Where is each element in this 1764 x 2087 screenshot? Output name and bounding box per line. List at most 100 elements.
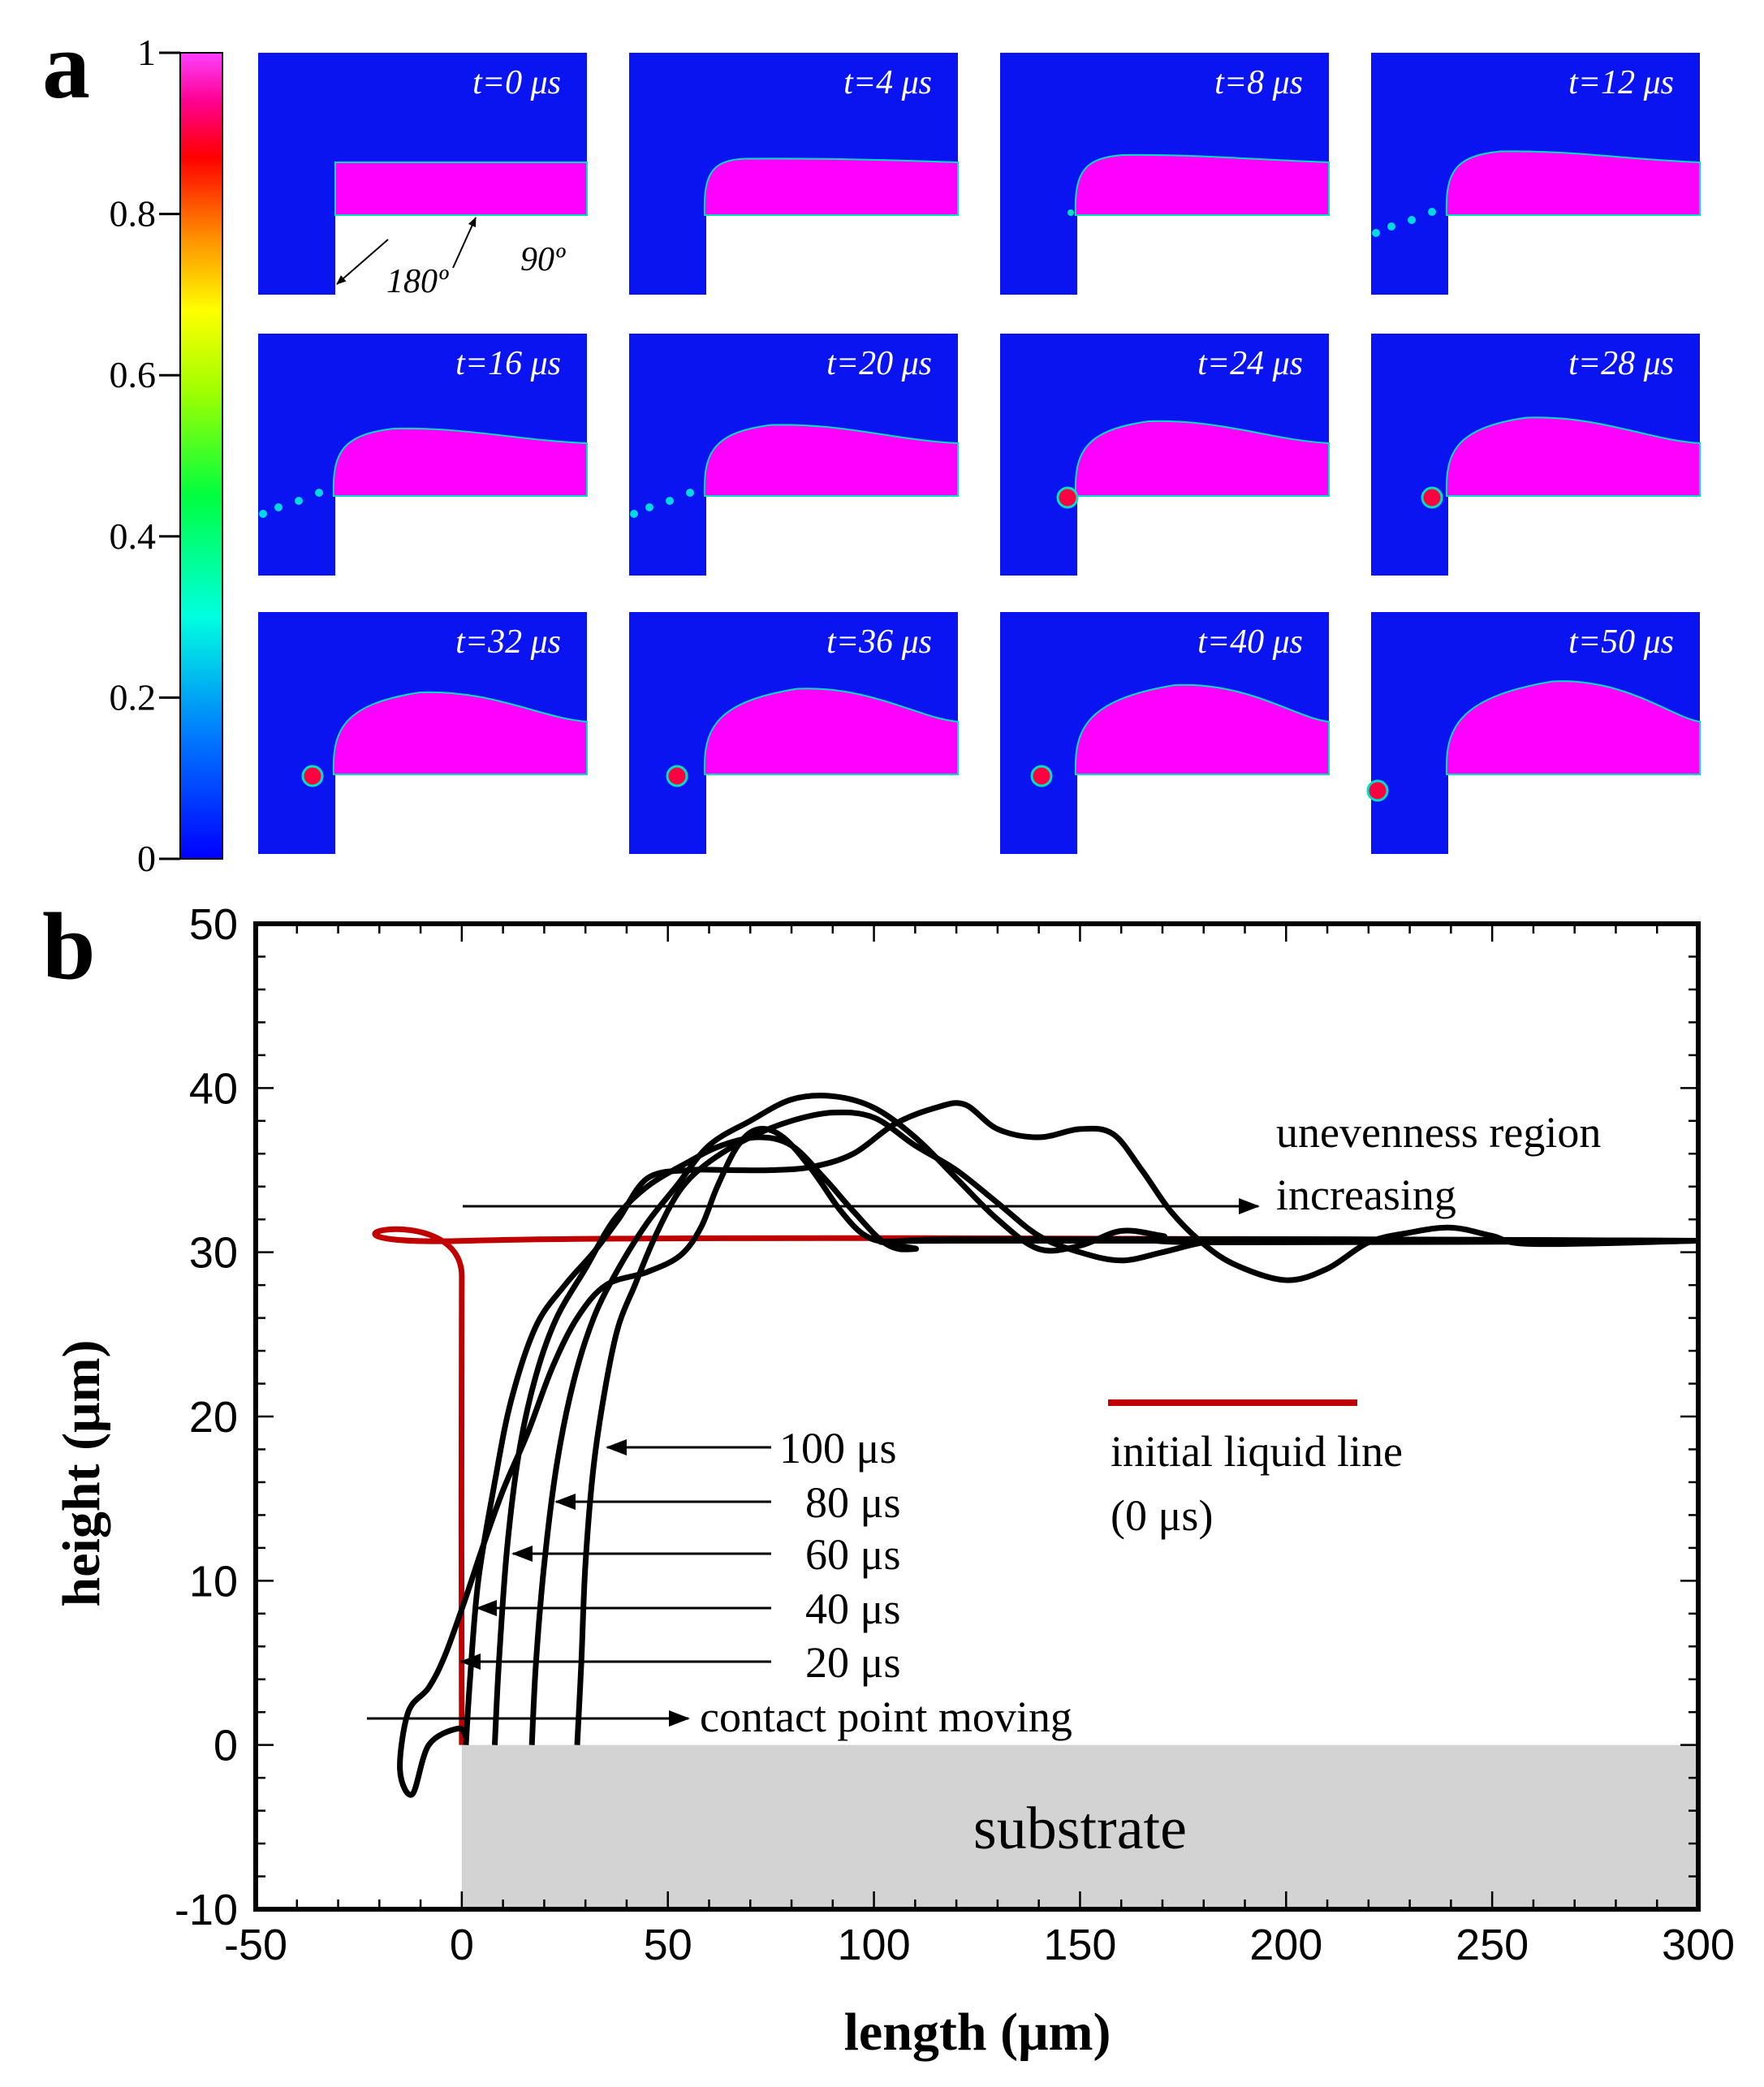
frame-time-label: t=12 μs — [1568, 64, 1674, 101]
frame-time-label: t=16 μs — [455, 345, 561, 382]
liquid-film — [703, 688, 959, 775]
y-tick-label: 20 — [189, 1393, 238, 1442]
x-tick-label: 100 — [838, 1921, 911, 1969]
spray-droplet — [1387, 222, 1395, 231]
colorbar-tick-label: 0.8 — [110, 193, 157, 235]
label-20us: 20 μs — [805, 1638, 900, 1687]
frame-time-label: t=36 μs — [826, 623, 932, 661]
axis-tick-labels: -50 0 50 100 150 200 250 300 -10 0 10 20 30 40 50 — [175, 900, 1735, 1969]
spray-droplet — [645, 503, 653, 511]
sim-frame: t=4 μs — [629, 53, 959, 295]
x-tick-label: 200 — [1249, 1921, 1322, 1969]
axis-ticks — [254, 922, 1700, 1911]
spray-droplet — [274, 503, 282, 511]
ejected-droplet — [1030, 765, 1053, 787]
angle-90-label: 90º — [520, 241, 566, 278]
liquid-film — [1445, 150, 1701, 216]
frame-time-label: t=4 μs — [843, 64, 932, 101]
frame-domain-left — [629, 774, 706, 854]
sim-frame: t=0 μs — [258, 53, 588, 295]
legend-initial-line: initial liquid line (0 μs) — [1108, 1399, 1403, 1540]
frame-time-label: t=8 μs — [1214, 64, 1303, 101]
panel-b-letter: b — [42, 893, 96, 999]
ejected-droplet — [1366, 779, 1389, 802]
y-tick-label: 50 — [189, 900, 238, 949]
colorbar-tick-label: 0.2 — [110, 676, 157, 718]
frame-time-label: t=24 μs — [1197, 345, 1303, 382]
frame-time-label: t=40 μs — [1197, 623, 1303, 661]
spray-droplet — [1372, 229, 1380, 237]
curves — [372, 1093, 1699, 1798]
spray-droplet — [295, 497, 303, 505]
frame-time-label: t=50 μs — [1568, 623, 1674, 661]
angle-90-arrow — [452, 217, 477, 269]
sim-frame: t=12 μs — [1371, 53, 1701, 295]
frame-domain-left — [629, 215, 706, 295]
frame-domain-left — [258, 774, 335, 854]
frame-domain-left — [258, 496, 335, 576]
curve-100-s — [574, 1109, 1699, 1745]
sim-frame: t=36 μs — [629, 612, 959, 854]
colorbar: 1 0.8 0.6 0.4 0.2 0 — [110, 32, 223, 879]
colorbar-ticks: 1 0.8 0.6 0.4 0.2 0 — [110, 32, 180, 879]
x-tick-label: 0 — [450, 1921, 474, 1969]
spray-droplet — [1428, 208, 1436, 216]
liquid-film — [1445, 416, 1701, 497]
label-100us: 100 μs — [779, 1424, 896, 1473]
colorbar-tick-label: 0.4 — [110, 515, 157, 557]
liquid-film — [703, 157, 959, 216]
liquid-film — [1074, 683, 1330, 775]
y-tick-label: -10 — [175, 1886, 238, 1934]
unevenness-annotation: unevenness region increasing — [463, 1108, 1601, 1219]
y-tick-label: 40 — [189, 1064, 238, 1113]
spray-droplet — [686, 489, 694, 497]
frames-grid: t=0 μs 180º 90º t=4 μs t=8 μs t=12 μs t=16 μs t… — [258, 53, 1701, 854]
liquid-film — [703, 424, 959, 497]
x-tick-label: -50 — [224, 1921, 287, 1969]
sim-frame: t=24 μs — [1000, 334, 1330, 576]
sim-frame: t=50 μs — [1366, 612, 1701, 854]
spray-droplet — [666, 497, 674, 505]
angle-180-label: 180º — [386, 263, 449, 300]
spray-droplet — [1067, 209, 1074, 216]
liquid-film — [332, 691, 588, 775]
colorbar-tick-label: 1 — [137, 32, 156, 73]
spray-droplet — [630, 510, 638, 518]
liquid-film — [1445, 680, 1701, 775]
ejected-droplet — [1421, 486, 1443, 509]
sim-frame: t=40 μs — [1000, 612, 1330, 854]
colorbar-tick-label: 0 — [137, 838, 156, 879]
legend-label-line2: (0 μs) — [1111, 1491, 1213, 1540]
frame-time-label: t=20 μs — [826, 345, 932, 382]
y-tick-label: 10 — [189, 1557, 238, 1606]
frame-time-label: t=28 μs — [1568, 345, 1674, 382]
y-tick-label: 0 — [213, 1722, 238, 1770]
liquid-film — [1074, 153, 1330, 216]
time-annotations: 100 μs 80 μs 60 μs 40 μs 20 μs — [459, 1424, 900, 1687]
spray-droplet — [259, 510, 267, 518]
frame-domain-left — [1000, 496, 1077, 576]
frame-time-label: t=32 μs — [455, 623, 561, 661]
ejected-droplet — [666, 765, 688, 787]
panel-a-letter: a — [42, 12, 90, 119]
frame-time-label: t=0 μs — [472, 64, 561, 101]
y-tick-label: 30 — [189, 1229, 238, 1278]
colorbar-tick-label: 0.6 — [110, 354, 157, 395]
substrate-region — [461, 1744, 1698, 1909]
liquid-film — [334, 162, 588, 216]
spray-droplet — [1408, 216, 1416, 224]
frame-domain-left — [1000, 774, 1077, 854]
spray-droplet — [315, 489, 323, 497]
y-axis-title: height (μm) — [52, 1340, 111, 1607]
curve-40-s — [463, 1100, 1699, 1745]
sim-frame: t=8 μs — [1000, 53, 1330, 295]
unevenness-label-line2: increasing — [1276, 1171, 1456, 1219]
liquid-film — [332, 427, 588, 497]
sim-frame: t=28 μs — [1371, 334, 1701, 576]
contact-point-annotation: contact point moving — [367, 1692, 1072, 1741]
sim-frame: t=20 μs — [629, 334, 959, 576]
liquid-film — [1074, 420, 1330, 497]
label-60us: 60 μs — [805, 1530, 900, 1579]
x-axis-title: length (μm) — [844, 2003, 1111, 2062]
